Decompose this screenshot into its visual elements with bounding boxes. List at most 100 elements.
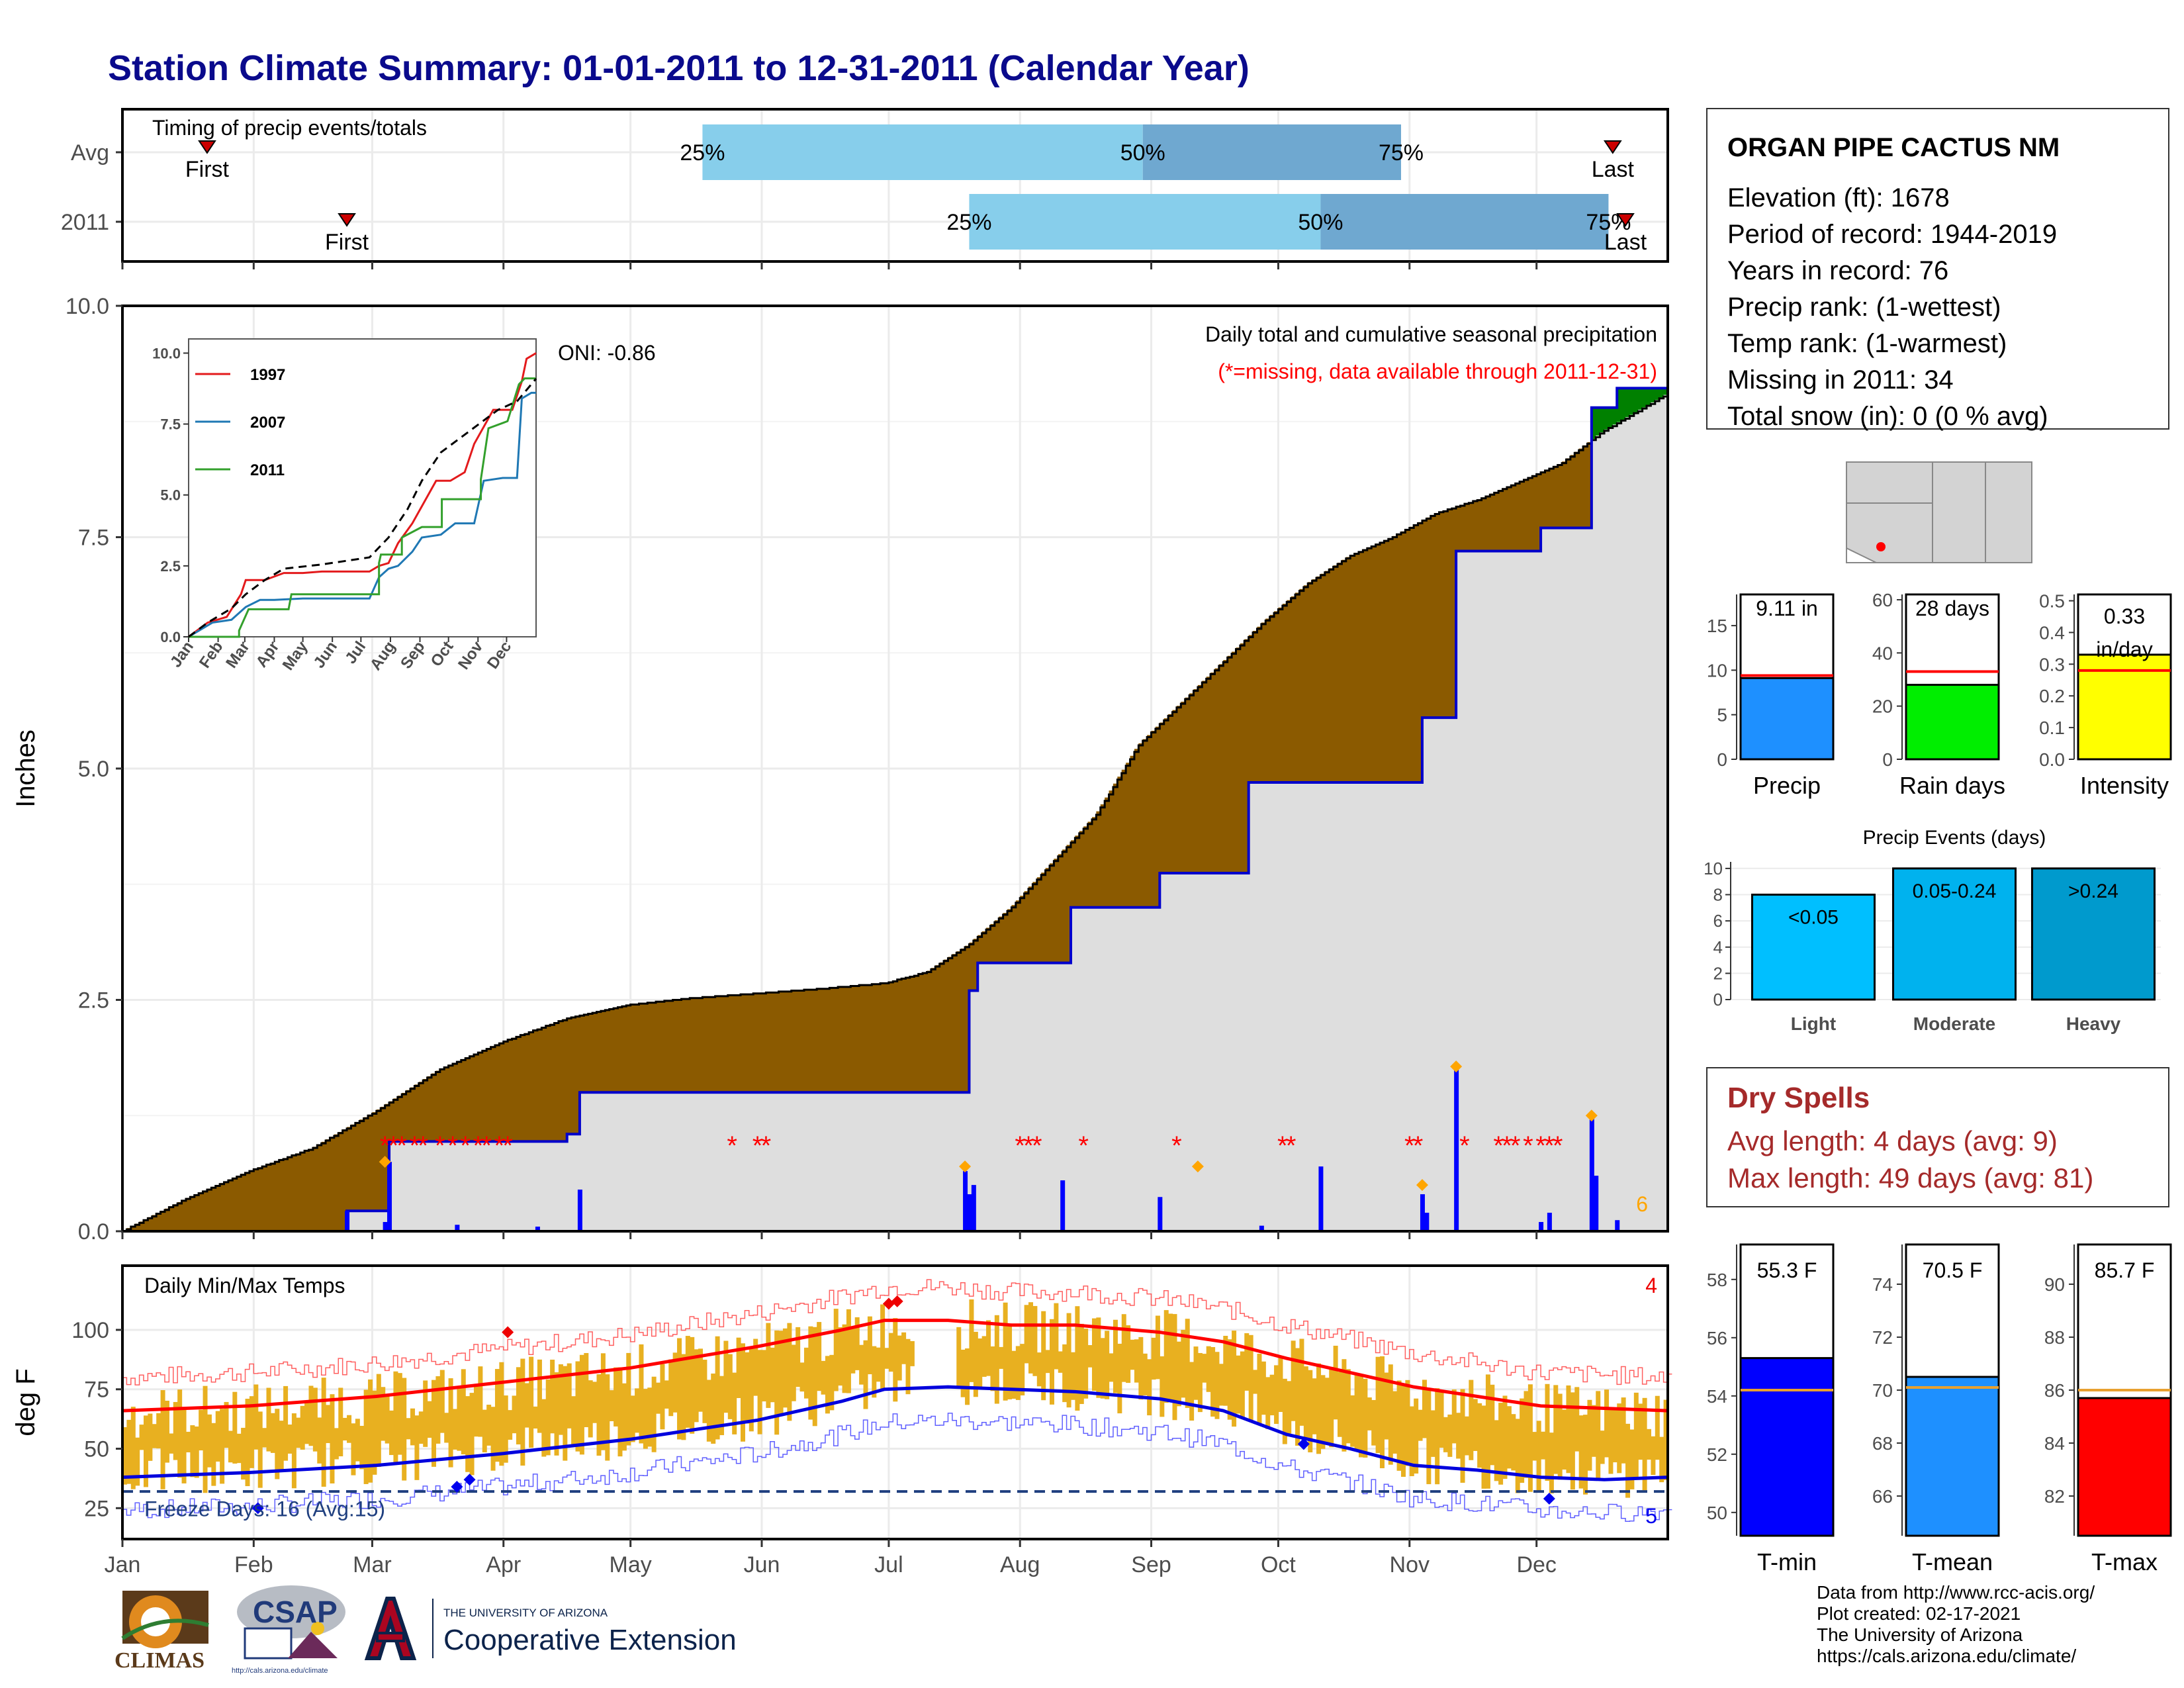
ua-line1: THE UNIVERSITY OF ARIZONA xyxy=(443,1607,608,1619)
page-title: Station Climate Summary: 01-01-2011 to 1… xyxy=(108,48,1250,88)
oni-label: ONI: -0.86 xyxy=(558,341,656,365)
daily-temp-bar xyxy=(694,1349,699,1423)
daily-temp-bar xyxy=(672,1352,678,1413)
side-precip-2-ytick-label: 0.3 xyxy=(2039,654,2065,675)
daily-temp-bar xyxy=(1193,1346,1199,1400)
missing-day-marker: * xyxy=(460,1131,471,1160)
last-event-label: Last xyxy=(1604,230,1647,255)
side-temp-2-label: T-max xyxy=(2091,1548,2158,1575)
daily-temp-bar xyxy=(139,1425,144,1450)
daily-temp-bar xyxy=(423,1380,428,1447)
daily-temp-bar xyxy=(1050,1319,1054,1405)
daily-temp-bar xyxy=(1587,1399,1592,1471)
missing-day-marker: * xyxy=(761,1131,772,1160)
side-temp-0-ytick-label: 50 xyxy=(1707,1503,1727,1523)
cold-extreme-marker xyxy=(1543,1492,1555,1505)
daily-temp-bar xyxy=(1485,1374,1490,1489)
missing-day-marker: * xyxy=(502,1131,513,1160)
station-temp-rank: Temp rank: (1-warmest) xyxy=(1727,329,2007,358)
daily-temp-bar xyxy=(973,1331,978,1397)
missing-day-marker: * xyxy=(1078,1131,1089,1160)
daily-precip-bar xyxy=(1615,1220,1620,1231)
credit-line: Plot created: 02-17-2021 xyxy=(1817,1603,2021,1624)
daily-temp-bar xyxy=(579,1354,584,1455)
daily-temp-bar xyxy=(1210,1346,1216,1417)
daily-temp-bar xyxy=(414,1415,420,1480)
daily-temp-bar xyxy=(452,1409,457,1450)
inset-legend-label: 1997 xyxy=(250,366,285,384)
daily-temp-bar xyxy=(1659,1436,1664,1483)
daily-temp-bar xyxy=(359,1425,365,1470)
daily-temp-bar xyxy=(563,1366,568,1461)
daily-temp-bar xyxy=(1244,1333,1250,1391)
side-temp-1-bar xyxy=(1905,1376,2000,1537)
daily-temp-bar xyxy=(1502,1395,1508,1479)
daily-temp-bar xyxy=(626,1352,631,1446)
daily-temp-bar xyxy=(270,1413,275,1453)
daily-temp-bar xyxy=(308,1385,314,1446)
temp-ytick-label: 25 xyxy=(84,1496,109,1521)
missing-day-marker: * xyxy=(1535,1131,1546,1160)
daily-temp-bar xyxy=(1481,1405,1486,1489)
daily-temp-bar xyxy=(1350,1395,1355,1447)
daily-temp-bar xyxy=(347,1415,352,1443)
daily-temp-bar xyxy=(169,1433,174,1454)
daily-temp-bar xyxy=(880,1304,886,1389)
station-map xyxy=(1846,461,2032,563)
timing-q75-label: 75% xyxy=(1379,140,1424,165)
daily-temp-bar xyxy=(588,1380,593,1438)
temp-ytick-label: 75 xyxy=(84,1378,109,1403)
daily-temp-bar xyxy=(236,1433,242,1464)
side-temp-2-ytick-label: 90 xyxy=(2044,1274,2065,1295)
daily-temp-bar xyxy=(1384,1372,1389,1440)
daily-temp-bar xyxy=(1003,1302,1008,1401)
daily-temp-bar xyxy=(909,1340,915,1366)
daily-temp-bar xyxy=(257,1411,263,1488)
daily-precip-bar xyxy=(1539,1222,1544,1231)
daily-temp-bar xyxy=(994,1315,999,1404)
precip-ytick-label: 2.5 xyxy=(78,988,109,1013)
daily-temp-bar xyxy=(1096,1317,1101,1398)
daily-temp-bar xyxy=(1075,1306,1080,1411)
daily-temp-bar xyxy=(1062,1344,1068,1403)
timing-bar-q25-q50 xyxy=(702,124,1143,180)
daily-temp-bar xyxy=(469,1393,475,1476)
daily-temp-bar xyxy=(614,1367,619,1427)
daily-precip-bar xyxy=(455,1225,460,1231)
daily-temp-bar xyxy=(685,1336,690,1428)
daily-temp-bar xyxy=(1574,1387,1580,1452)
daily-temp-bar xyxy=(402,1378,407,1481)
daily-temp-bar xyxy=(432,1380,436,1467)
timing-bar-q50-q75 xyxy=(1142,124,1401,180)
precip-ytick-label: 0.0 xyxy=(78,1219,109,1244)
csap-logo-graphic xyxy=(237,1585,345,1660)
daily-temp-bar xyxy=(1477,1403,1482,1468)
daily-temp-bar xyxy=(600,1353,606,1450)
daily-temp-bar xyxy=(1553,1385,1559,1474)
daily-temp-bar xyxy=(1469,1380,1474,1460)
station-years: Years in record: 76 xyxy=(1727,256,1949,285)
temp-ytick-label: 100 xyxy=(71,1318,109,1343)
inset-ytick-label: 0.0 xyxy=(160,629,181,645)
missing-day-marker: * xyxy=(1032,1131,1042,1160)
cold-extreme-marker xyxy=(1297,1438,1310,1450)
missing-day-marker: * xyxy=(494,1131,505,1160)
daily-temp-bar xyxy=(266,1387,271,1452)
daily-temp-bar xyxy=(833,1309,839,1391)
daily-temp-bar xyxy=(774,1330,780,1435)
daily-temp-bar xyxy=(1536,1421,1541,1491)
daily-temp-bar xyxy=(122,1427,127,1485)
daily-temp-bar xyxy=(194,1426,199,1478)
side-precip-2-ytick-label: 0.2 xyxy=(2039,686,2065,706)
daily-temp-bar xyxy=(1532,1432,1537,1461)
daily-temp-bar xyxy=(355,1419,360,1462)
daily-temp-bar xyxy=(956,1327,962,1388)
daily-temp-bar xyxy=(287,1424,293,1454)
month-label: Nov xyxy=(1390,1552,1430,1577)
daily-temp-bar xyxy=(185,1431,191,1453)
climas-logo-text: CLIMAS xyxy=(114,1648,205,1673)
intensity-unit-label: in/day xyxy=(2096,637,2152,661)
daily-temp-bar xyxy=(1541,1431,1546,1460)
daily-temp-bar xyxy=(220,1409,225,1484)
